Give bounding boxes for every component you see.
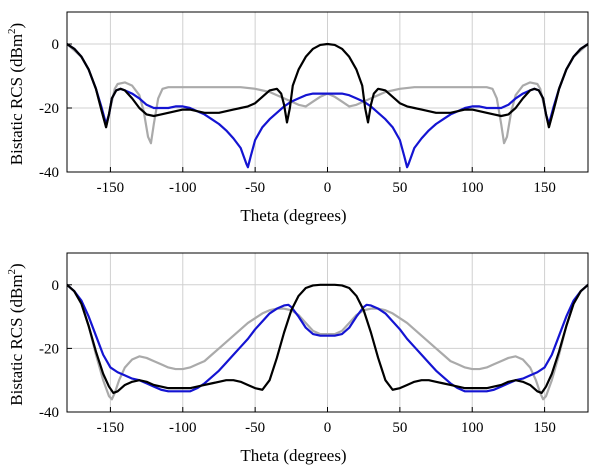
x-tick-label: 50 xyxy=(392,180,407,196)
x-tick-label: -150 xyxy=(97,180,125,196)
y-tick-label: -40 xyxy=(39,165,59,181)
x-tick-label: 0 xyxy=(324,180,332,196)
x-tick-label: 50 xyxy=(392,420,407,436)
x-axis-label: Theta (degrees) xyxy=(240,446,346,465)
x-tick-label: -100 xyxy=(169,420,197,436)
x-tick-label: 0 xyxy=(324,420,332,436)
series-line-1 xyxy=(67,283,588,401)
x-tick-label: 150 xyxy=(533,180,556,196)
chart-panel-1: -150 -100 -50 0 50 100 150 0 -20 -40 Theta (degree… xyxy=(6,11,589,225)
y-axis-label: Bistatic RCS (dBm2) xyxy=(6,23,26,165)
series-line-3 xyxy=(67,283,588,395)
series-line-2 xyxy=(67,42,588,169)
x-tick-label: -50 xyxy=(245,420,265,436)
series-group xyxy=(67,283,588,401)
y-tick-label: 0 xyxy=(52,37,60,53)
x-tick-label: 150 xyxy=(533,420,556,436)
x-tick-label: 100 xyxy=(461,420,484,436)
x-tick-label: -50 xyxy=(245,180,265,196)
y-tick-label: -40 xyxy=(39,405,59,421)
series-group xyxy=(67,42,588,169)
chart-panel-2: -150 -100 -50 0 50 100 150 0 -20 -40 Theta (degree… xyxy=(6,252,589,465)
y-tick-label: -20 xyxy=(39,341,59,357)
series-line-2 xyxy=(67,283,588,393)
x-tick-label: -150 xyxy=(97,420,125,436)
x-tick-label: 100 xyxy=(461,180,484,196)
series-line-3 xyxy=(67,42,588,129)
x-tick-label: -100 xyxy=(169,180,197,196)
y-tick-label: 0 xyxy=(52,278,60,294)
y-axis-label: Bistatic RCS (dBm2) xyxy=(6,263,26,405)
x-axis-label: Theta (degrees) xyxy=(240,206,346,225)
y-tick-label: -20 xyxy=(39,101,59,117)
